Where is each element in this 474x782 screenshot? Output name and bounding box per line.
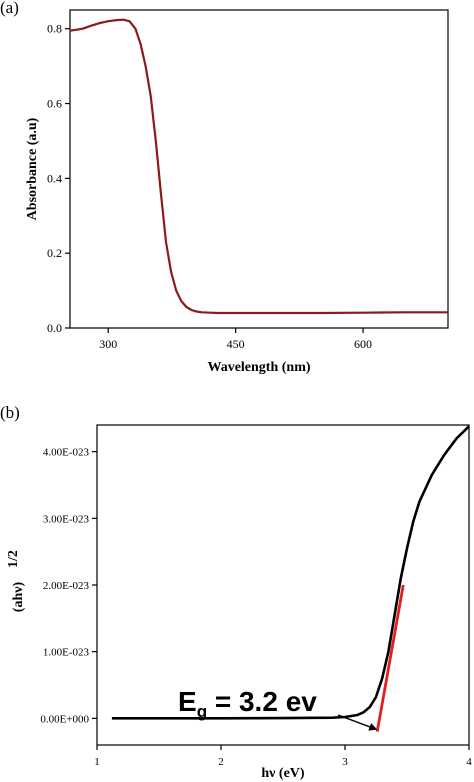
- bandgap-annotation: Eg = 3.2 ev: [178, 686, 378, 731]
- x-axis-label-a: Wavelength (nm): [207, 360, 310, 375]
- y-tick-label: 0.0: [47, 321, 62, 335]
- absorbance-line: [69, 18, 448, 315]
- x-tick-label: 3: [342, 756, 348, 768]
- bandgap-label: Eg = 3.2 ev: [178, 686, 317, 721]
- y-axis-label-a: Absorbance (a.u): [25, 117, 40, 220]
- annotation-arrow: [337, 714, 372, 729]
- x-tick-label: 600: [354, 337, 372, 351]
- arrowhead-icon: [368, 723, 378, 731]
- tauc-curve: [111, 425, 470, 720]
- axis-ticks-a: 300 450 600 0.0 0.2 0.4 0.6 0.8: [47, 22, 372, 351]
- panel-b: (b) 1 2 3 4 0.00E+000 1.00E-023 2.00E-023 3.00E…: [0, 403, 472, 781]
- axis-ticks-b: 1 2 3 4 0.00E+000 1.00E-023 2.00E-023 3.00E-023…: [40, 447, 472, 768]
- x-tick-label: 450: [227, 337, 245, 351]
- plot-frame-a: [69, 9, 449, 329]
- y-axis-label-b-exponent: 1/2: [6, 550, 21, 568]
- x-tick-label: 300: [99, 337, 117, 351]
- y-tick-label: 3.00E-023: [43, 513, 90, 525]
- x-tick-label: 2: [218, 756, 224, 768]
- tangent-fit-line: [375, 584, 405, 732]
- panel-b-label: (b): [0, 403, 20, 422]
- y-tick-label: 0.4: [47, 171, 62, 185]
- y-tick-label: 0.6: [47, 97, 62, 111]
- panel-a: (a) 300 450 600 0.0 0.2 0.4 0.6 0.8 Wavelength …: [0, 0, 449, 375]
- y-tick-label: 0.00E+000: [40, 713, 89, 725]
- y-tick-label: 0.2: [47, 246, 62, 260]
- panel-a-label: (a): [0, 0, 19, 17]
- x-tick-label: 1: [94, 756, 100, 768]
- y-tick-label: 2.00E-023: [43, 580, 90, 592]
- y-axis-label-b-main: (ahν): [11, 581, 26, 612]
- y-axis-label-b: (ahν) 1/2: [6, 550, 26, 612]
- y-tick-label: 4.00E-023: [43, 447, 90, 459]
- x-tick-label: 4: [466, 756, 472, 768]
- x-axis-label-b: hν (eV): [261, 766, 305, 781]
- y-tick-label: 0.8: [47, 22, 62, 36]
- y-tick-label: 1.00E-023: [43, 647, 90, 659]
